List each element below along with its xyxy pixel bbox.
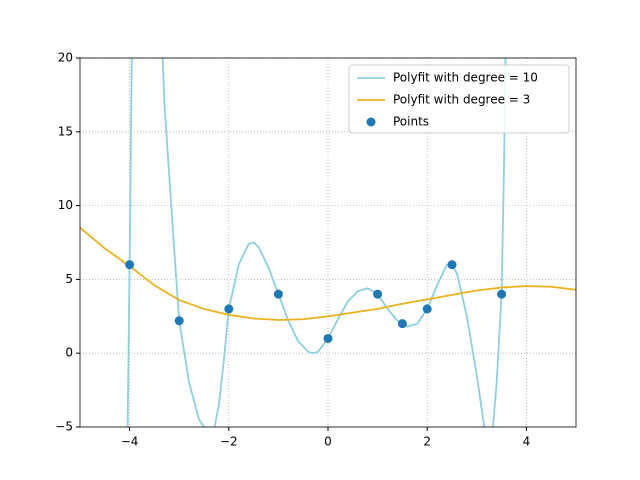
y-tick-label: 0	[65, 346, 73, 360]
legend-label: Points	[393, 115, 429, 129]
point	[373, 289, 383, 299]
x-tick-label: 0	[324, 435, 332, 449]
legend-swatch	[366, 117, 376, 127]
point	[224, 304, 234, 314]
curve	[80, 227, 576, 321]
axes-frame	[79, 57, 577, 428]
x-tick-label: −4	[121, 435, 139, 449]
y-tick-label: 5	[65, 272, 73, 286]
point	[422, 304, 432, 314]
point	[323, 333, 333, 343]
x-tick-label: 2	[423, 435, 431, 449]
curve	[126, 58, 507, 427]
x-tick-label: 4	[523, 435, 531, 449]
point	[273, 289, 283, 299]
y-tick-label: 15	[58, 124, 73, 138]
y-tick-label: 10	[58, 198, 73, 212]
legend-label: Polyfit with degree = 3	[393, 93, 530, 107]
plot-area	[80, 58, 576, 427]
x-tick-label: −2	[220, 435, 238, 449]
point	[174, 316, 184, 326]
point	[447, 260, 457, 270]
point	[125, 260, 135, 270]
y-tick-label: 20	[58, 51, 73, 65]
y-tick-label: −5	[55, 420, 73, 434]
point	[397, 319, 407, 329]
legend-box	[348, 64, 570, 134]
legend-label: Polyfit with degree = 10	[393, 71, 538, 85]
point	[497, 289, 507, 299]
